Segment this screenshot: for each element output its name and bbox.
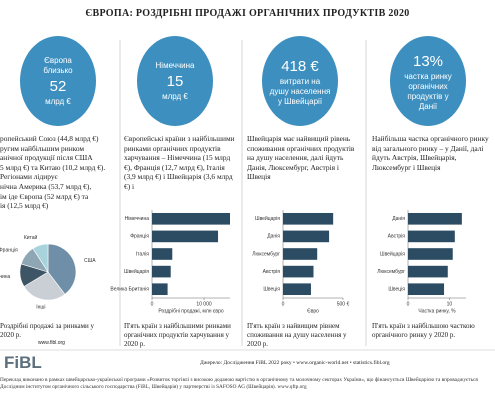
badge-line: душу населення [269, 86, 331, 96]
badge-line: 15 [166, 72, 184, 90]
category-label: Данія [267, 234, 280, 240]
bar [283, 265, 314, 278]
text-line: ропейський Союз (44,8 млрд €) [0, 134, 99, 143]
bar [408, 265, 448, 278]
badge-line: близько [43, 65, 73, 75]
caption: П'ять країн з найбільшими ринками органі… [124, 322, 231, 348]
category-label: Данія [392, 216, 405, 222]
badge-line: органічних [408, 81, 448, 91]
url: www.fibl.org [38, 340, 65, 346]
bar [152, 212, 230, 225]
badge: Німеччина 15 млрд € [137, 36, 213, 126]
bar [408, 248, 453, 260]
x-tick-label: 500 € [337, 301, 350, 307]
bar [283, 283, 311, 296]
x-tick-label: 0 [282, 301, 285, 307]
panel-text: Європейські країни з найбільшими ринками… [124, 134, 235, 191]
badge-line: Данії [418, 101, 438, 111]
x-tick-label: 0 [151, 301, 154, 307]
badge-line: 418 € [281, 57, 319, 75]
text-line: нічна Америка (53,7 млрд €), [0, 181, 92, 191]
pie-label: Франція [0, 248, 18, 254]
category-label: Італія [136, 251, 149, 257]
bar [152, 230, 219, 243]
badge-line: частка ринку [404, 71, 452, 81]
category-label: Люксембург [252, 251, 280, 257]
badge-line: Європа [44, 55, 72, 65]
text-line: анічної продукції після США [0, 153, 93, 163]
category-label: Швейцарія [380, 250, 405, 257]
title: ЄВРОПА: РОЗДРІБНІ ПРОДАЖІ ОРГАНІЧНИХ ПРО… [85, 8, 410, 19]
badge-line: продуктів у [407, 91, 449, 101]
caption: П'ять країн з найбільшою часткою органіч… [372, 322, 475, 339]
category-label: Швеція [263, 287, 280, 293]
x-axis-label: Євро [307, 308, 319, 314]
bar [283, 230, 330, 243]
badge: Європа близько 52 млрд € [20, 36, 96, 126]
bar [152, 248, 173, 260]
pie-slice [47, 243, 77, 295]
logo: FiBL [4, 353, 42, 372]
bar [283, 212, 334, 225]
badge-line: млрд € [162, 91, 188, 101]
pie-label: Китай [24, 234, 38, 241]
x-tick-label: 10 [447, 301, 453, 307]
category-label: Австрія [388, 234, 406, 240]
category-label: Велика Британія [110, 287, 149, 293]
x-tick-label: 10 000 [196, 301, 212, 307]
category-label: Швеція [388, 287, 405, 293]
pie-label: Німеччина [0, 274, 11, 280]
source: Джерело: Дослідження FiBL 2022 року • ww… [200, 360, 390, 366]
category-label: Швейцарія [124, 268, 149, 275]
badge: 418 € витрати на душу населення у Швейцарії [262, 36, 338, 126]
bar [152, 283, 168, 296]
badge: 13% частка ринку органічних продуктів у Дані… [390, 36, 466, 126]
text-line: 5 млрд €) та Китаю (10,2 млрд €). [0, 162, 106, 172]
pie-slice [32, 243, 49, 274]
text-line: Регіонами лідирує [0, 172, 58, 182]
text-line: ія (12,5 млрд €) [0, 201, 49, 211]
badge-line: у Швейцарії [277, 96, 323, 106]
category-label: Франція [130, 234, 149, 240]
pie-label: Інші [36, 305, 45, 311]
text-line: ругим найбільшим ринком [0, 143, 85, 153]
bar [408, 283, 445, 296]
x-tick-label: 0 [407, 301, 410, 307]
bar [283, 248, 318, 260]
badge-line: 52 [49, 77, 67, 95]
caption: Роздрібні продажі за ринками у 2020 р. [0, 322, 95, 339]
bar [408, 212, 462, 225]
badge-line: млрд € [45, 96, 71, 106]
badge-line: витрати на [279, 76, 321, 86]
x-axis-label: Частка ринку, % [418, 308, 456, 314]
category-label: Австрія [263, 269, 281, 275]
pie-label: США [84, 258, 96, 264]
category-label: Швейцарія [255, 215, 280, 222]
category-label: Німеччина [125, 216, 150, 222]
pie-slice [23, 271, 66, 301]
panel-text: Швейцарія має найвищий рівень споживання… [247, 134, 355, 182]
badge-line: 13% [412, 52, 444, 70]
x-axis-label: Роздрібні продажі, млн євро [158, 308, 224, 314]
text-line: ім іде Європа (52 млрд €) та [0, 191, 89, 201]
note: Переклад виконано в рамках швейцарсько-у… [0, 377, 478, 390]
caption: П'ять країн з найвищим рівнем споживання… [247, 322, 347, 348]
category-label: Люксембург [377, 269, 405, 275]
bar [152, 265, 171, 278]
panel-text: Найбільша частка органічного ринку від з… [372, 134, 489, 172]
badge-line: Німеччина [155, 60, 195, 70]
bar [408, 230, 455, 243]
panel-text: ропейський Союз (44,8 млрд €) ругим найбі… [0, 134, 118, 211]
